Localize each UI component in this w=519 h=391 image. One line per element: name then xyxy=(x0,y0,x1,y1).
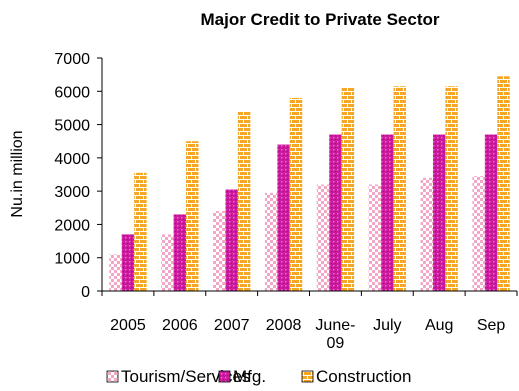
bars xyxy=(109,76,510,292)
bar-tourism-services-3 xyxy=(264,192,278,291)
y-tick-label: 7000 xyxy=(54,51,90,68)
bar-mfg-3 xyxy=(277,144,290,291)
x-tick-label: June- xyxy=(315,317,355,334)
bar-tourism-services-4 xyxy=(316,184,330,291)
bar-tourism-services-1 xyxy=(161,234,174,291)
bar-mfg-7 xyxy=(484,134,498,291)
bar-construction-0 xyxy=(134,172,147,291)
y-tick-label: 4000 xyxy=(54,151,90,168)
y-tick-label: 0 xyxy=(81,284,90,301)
y-axis-label: Nu.in million xyxy=(9,130,26,217)
x-tick-label: 2008 xyxy=(266,317,302,334)
bar-mfg-2 xyxy=(225,189,238,291)
x-axis-ticks: 2005 2006 2007 2008 June-09 July Aug Sep xyxy=(101,291,518,352)
y-tick-label: 2000 xyxy=(54,217,90,234)
x-tick-label: 2007 xyxy=(214,317,250,334)
bar-mfg-0 xyxy=(121,234,135,291)
y-tick-label: 6000 xyxy=(54,84,90,101)
y-tick-label: 1000 xyxy=(54,251,90,268)
y-axis-ticks: 0 1000 2000 3000 4000 5000 6000 7000 xyxy=(54,51,102,301)
legend-label: Tourism/Services xyxy=(121,367,250,386)
bar-tourism-services-7 xyxy=(472,176,485,291)
bar-mfg-4 xyxy=(329,134,342,291)
legend-swatch xyxy=(106,370,119,383)
bar-tourism-services-6 xyxy=(420,177,433,291)
x-tick-label: Sep xyxy=(477,317,506,334)
y-tick-label: 3000 xyxy=(54,184,90,201)
x-tick-label: 2006 xyxy=(162,317,198,334)
bar-construction-5 xyxy=(393,86,406,292)
bar-construction-4 xyxy=(341,87,355,291)
bar-construction-6 xyxy=(445,86,458,292)
legend-label: Mfg. xyxy=(233,367,266,386)
legend-swatch xyxy=(218,370,231,383)
chart-title: Major Credit to Private Sector xyxy=(200,10,439,29)
bar-tourism-services-5 xyxy=(368,184,382,291)
legend-swatch xyxy=(301,370,314,383)
y-tick-label: 5000 xyxy=(54,118,90,135)
bar-tourism-services-0 xyxy=(109,254,122,291)
bar-tourism-services-2 xyxy=(213,211,226,291)
bar-construction-2 xyxy=(237,111,251,291)
x-tick-label: Aug xyxy=(425,317,453,334)
x-tick-label: July xyxy=(373,317,401,334)
bar-construction-7 xyxy=(497,76,510,291)
bar-mfg-5 xyxy=(381,134,394,291)
x-tick-label: 09 xyxy=(327,335,345,352)
bar-mfg-6 xyxy=(432,134,446,291)
x-tick-label: 2005 xyxy=(110,317,146,334)
legend-label: Construction xyxy=(316,367,411,386)
bar-construction-3 xyxy=(289,97,303,291)
bar-mfg-1 xyxy=(173,214,187,291)
bar-construction-1 xyxy=(186,141,199,291)
